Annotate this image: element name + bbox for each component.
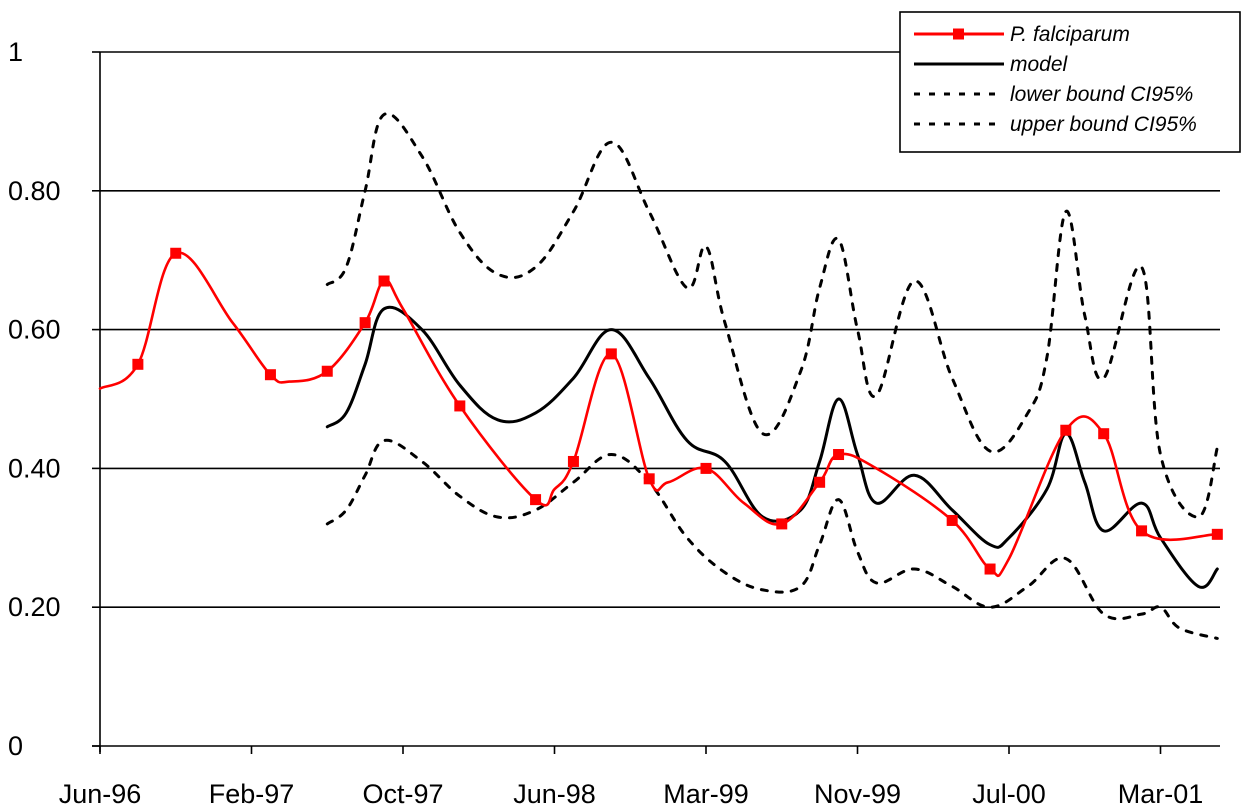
data-point-marker bbox=[946, 514, 958, 526]
data-point-marker bbox=[170, 247, 182, 259]
x-tick-label: Mar-01 bbox=[1118, 779, 1204, 807]
legend-label-0: P. falciparum bbox=[1010, 23, 1130, 46]
data-point-marker bbox=[1136, 525, 1148, 537]
x-tick-label: Nov-99 bbox=[814, 779, 901, 807]
y-tick-label: 1 bbox=[8, 37, 23, 67]
legend: P. falciparum model lower bound CI95% upper… bbox=[899, 11, 1241, 153]
data-point-marker bbox=[132, 358, 144, 370]
data-point-marker bbox=[359, 317, 371, 329]
data-point-marker bbox=[833, 449, 845, 461]
data-point-marker bbox=[605, 348, 617, 360]
data-point-marker bbox=[264, 369, 276, 381]
axes bbox=[92, 51, 1220, 754]
legend-label-3: upper bound CI95% bbox=[1010, 113, 1197, 136]
data-point-marker bbox=[1098, 428, 1110, 440]
legend-label-2: lower bound CI95% bbox=[1010, 83, 1193, 106]
x-tick-label: Oct-97 bbox=[362, 779, 443, 807]
series-line-0 bbox=[98, 251, 1219, 578]
data-point-marker bbox=[776, 518, 788, 530]
x-tick-label: Jul-00 bbox=[972, 779, 1046, 807]
data-point-marker bbox=[984, 563, 996, 575]
gridlines bbox=[100, 51, 1220, 609]
data-point-marker bbox=[378, 275, 390, 287]
x-tick-label: Mar-99 bbox=[663, 779, 749, 807]
y-tick-label: 0.60 bbox=[8, 315, 61, 345]
data-point-marker bbox=[321, 365, 333, 377]
x-tick-label: Jun-98 bbox=[513, 779, 596, 807]
legend-marker bbox=[953, 28, 964, 40]
legend-label-1: model bbox=[1010, 53, 1069, 76]
x-tick-label: Feb-97 bbox=[209, 779, 295, 807]
y-tick-label: 0.80 bbox=[8, 176, 61, 206]
data-point-marker bbox=[530, 494, 542, 506]
tick-labels: 0 0.20 0.40 0.60 0.80 1 Jun-96 Feb-97 Oct-97 Jun-… bbox=[8, 37, 1203, 807]
series-line-2 bbox=[325, 438, 1219, 640]
data-point-marker bbox=[1211, 528, 1223, 540]
data-point-marker bbox=[454, 400, 466, 412]
series-line-3 bbox=[325, 112, 1219, 519]
x-tick-label: Jun-96 bbox=[59, 779, 142, 807]
series-layer bbox=[98, 112, 1223, 640]
data-point-marker bbox=[814, 476, 826, 488]
data-point-marker bbox=[567, 455, 579, 467]
data-point-marker bbox=[643, 473, 655, 485]
y-tick-label: 0.40 bbox=[8, 453, 61, 483]
data-point-marker bbox=[700, 462, 712, 474]
series-line-1 bbox=[325, 305, 1219, 589]
y-tick-label: 0 bbox=[8, 731, 23, 761]
y-tick-label: 0.20 bbox=[8, 592, 61, 622]
data-point-marker bbox=[1060, 424, 1072, 436]
